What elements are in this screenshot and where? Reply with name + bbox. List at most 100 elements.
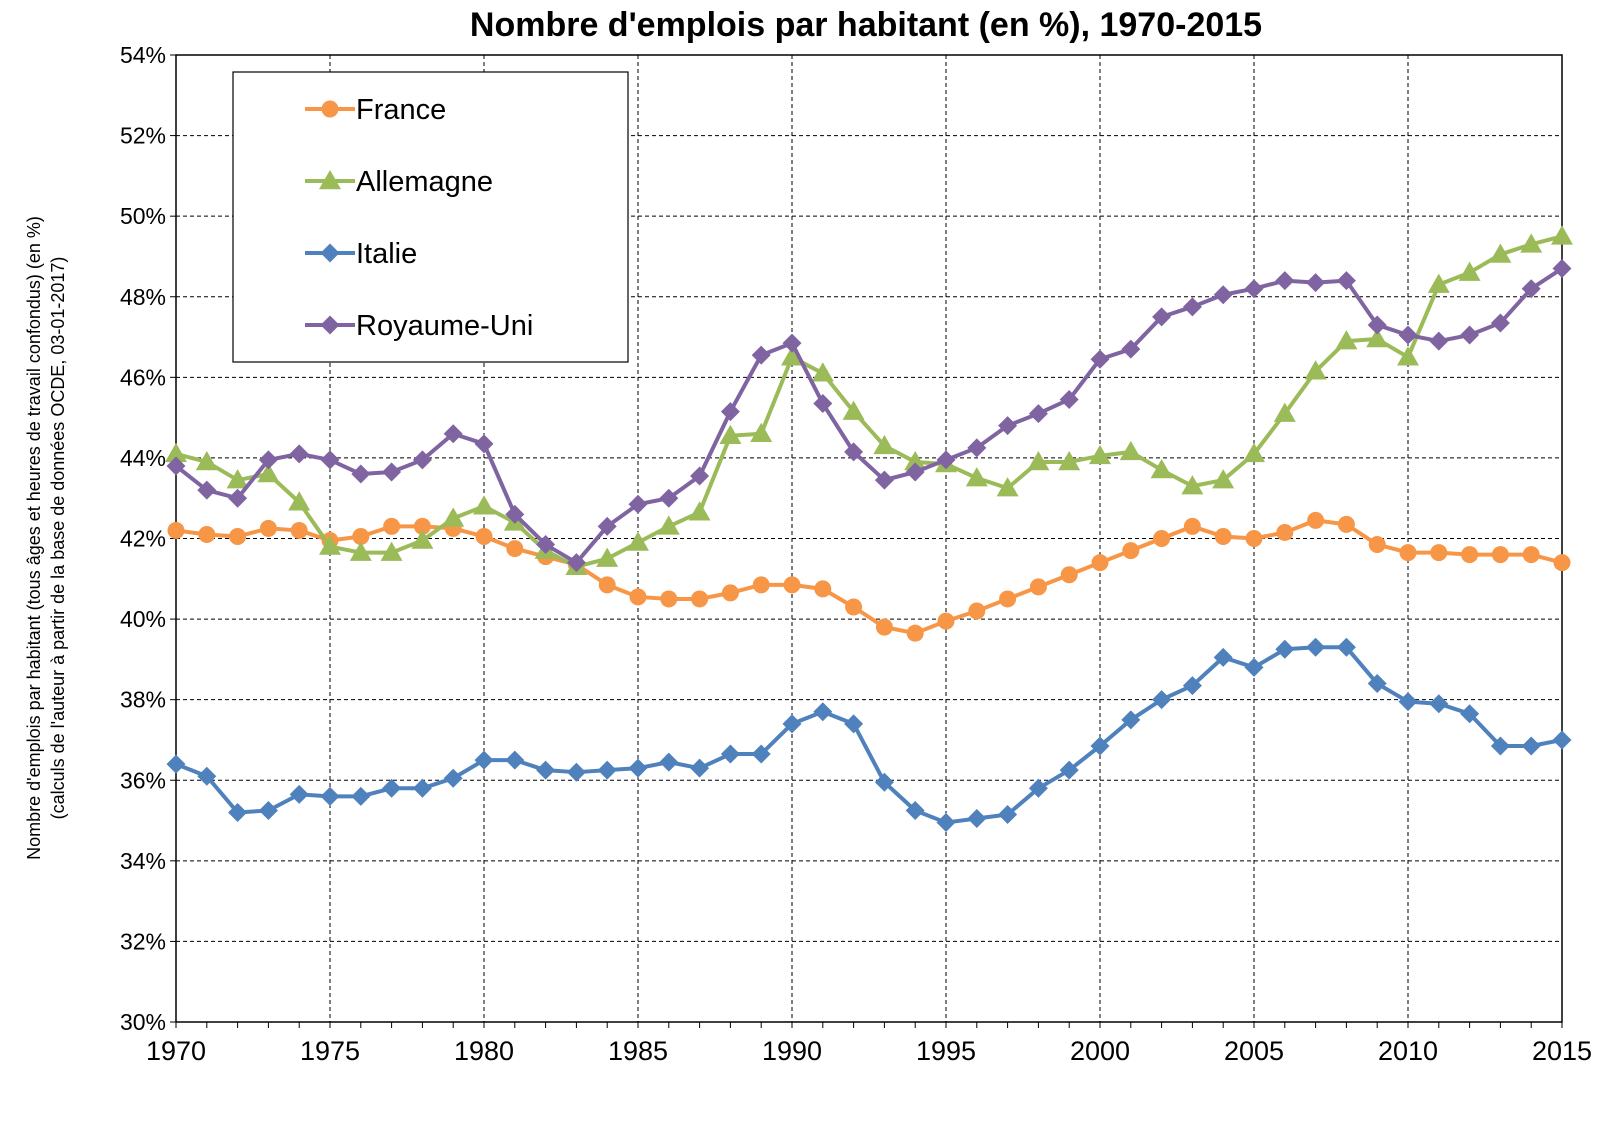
data-point-royaume-uni [751, 345, 771, 365]
data-point-allemagne [288, 491, 311, 511]
data-point-france [1276, 523, 1294, 541]
data-point-italie [1059, 760, 1079, 780]
data-point-france [752, 576, 770, 594]
data-point-italie [382, 778, 402, 798]
y-tick-label: 30% [120, 1009, 166, 1035]
data-point-allemagne [165, 442, 187, 463]
data-point-allemagne [257, 463, 280, 483]
data-point-royaume-uni [1121, 339, 1141, 359]
data-point-allemagne [1489, 243, 1512, 263]
y-tick-label: 54% [120, 42, 166, 68]
data-point-allemagne [688, 501, 711, 521]
x-tick-label: 1985 [608, 1036, 668, 1066]
data-point-allemagne [1150, 459, 1173, 479]
data-point-allemagne [1212, 469, 1235, 489]
data-point-italie [1182, 676, 1202, 696]
data-point-allemagne [1273, 402, 1296, 422]
data-point-italie [320, 786, 340, 806]
data-point-italie [751, 744, 771, 764]
data-point-italie [197, 766, 217, 786]
data-point-royaume-uni [166, 456, 186, 476]
data-point-italie [690, 758, 710, 778]
x-tick-label: 1980 [454, 1036, 514, 1066]
data-point-royaume-uni [382, 462, 402, 482]
data-point-france [1461, 546, 1479, 564]
data-point-italie [536, 760, 556, 780]
series-line-italie [175, 645, 1563, 825]
data-point-france [1307, 511, 1325, 529]
data-point-allemagne [226, 469, 249, 489]
data-point-allemagne [442, 507, 465, 527]
data-point-royaume-uni [720, 402, 740, 422]
data-point-italie [1275, 639, 1295, 659]
legend: France Allemagne Italie Royaume-Uni [232, 71, 629, 363]
data-point-france [1337, 515, 1355, 533]
data-point-allemagne [750, 422, 773, 442]
data-point-allemagne [1181, 475, 1204, 495]
data-point-allemagne [1551, 225, 1573, 245]
x-tick-label: 1990 [762, 1036, 822, 1066]
data-point-royaume-uni [1521, 279, 1541, 299]
data-point-italie [659, 752, 679, 772]
data-point-italie [1152, 690, 1172, 710]
series-layer [165, 225, 1573, 833]
y-axis-label-line-2: (calculs de l'auteur à partir de la base… [48, 257, 68, 820]
data-point-italie [967, 809, 987, 829]
data-point-italie [874, 772, 894, 792]
data-point-allemagne [1089, 444, 1111, 465]
data-point-france [1153, 530, 1171, 547]
data-point-royaume-uni [659, 488, 679, 508]
series-royaume-uni [166, 259, 1572, 573]
data-point-royaume-uni [1182, 297, 1202, 317]
data-point-allemagne [1119, 440, 1142, 461]
data-point-italie [474, 750, 494, 770]
y-tick-label: 42% [120, 526, 166, 552]
data-point-italie [905, 800, 925, 820]
data-point-royaume-uni [289, 444, 309, 464]
data-point-france [1368, 536, 1386, 554]
y-tick-label: 50% [120, 203, 166, 229]
data-point-france [1245, 530, 1263, 547]
data-point-allemagne [781, 346, 803, 366]
data-point-france [906, 624, 924, 642]
data-point-royaume-uni [197, 480, 217, 500]
data-point-france [167, 521, 185, 539]
data-point-allemagne [904, 450, 927, 471]
data-point-italie [628, 758, 648, 778]
data-point-france [1060, 566, 1078, 584]
y-tick-label: 34% [120, 848, 166, 874]
data-point-royaume-uni [1213, 285, 1233, 305]
data-point-royaume-uni [443, 424, 463, 444]
data-point-france [1522, 546, 1540, 564]
data-point-royaume-uni [228, 488, 248, 508]
data-point-france [1214, 527, 1232, 545]
x-tick-label: 2000 [1070, 1036, 1130, 1066]
data-point-allemagne [1427, 273, 1450, 293]
data-point-france [814, 580, 832, 598]
data-point-royaume-uni [813, 394, 833, 414]
data-point-italie [597, 760, 617, 780]
data-point-france [968, 602, 986, 620]
y-tick-label: 48% [120, 284, 166, 310]
data-point-france [383, 517, 401, 535]
data-point-italie [1490, 736, 1510, 756]
data-point-royaume-uni [1244, 279, 1264, 299]
data-point-italie [1336, 637, 1356, 657]
legend-label-royaume-uni: Royaume-Uni [356, 310, 533, 342]
data-point-royaume-uni [1367, 315, 1387, 335]
data-point-royaume-uni [1090, 349, 1110, 369]
data-point-royaume-uni [874, 470, 894, 490]
data-point-france [721, 584, 739, 602]
data-point-france [1122, 542, 1140, 560]
data-point-allemagne [1397, 346, 1419, 366]
data-point-royaume-uni [1275, 271, 1295, 291]
data-point-italie [1429, 694, 1449, 714]
y-tick-label: 44% [120, 445, 166, 471]
data-point-royaume-uni [1028, 404, 1048, 424]
data-point-france [1491, 546, 1509, 564]
data-point-royaume-uni [566, 553, 586, 573]
y-axis-label: Nombre d'emplois par habitant (tous âges… [24, 216, 68, 860]
data-point-royaume-uni [1552, 259, 1572, 279]
